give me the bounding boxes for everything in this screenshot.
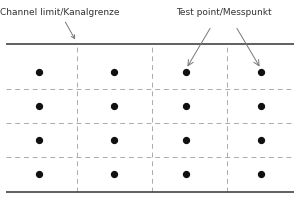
Point — [259, 104, 263, 108]
Point — [37, 138, 41, 142]
Point — [259, 172, 263, 176]
Point — [112, 70, 116, 74]
Text: Test point/Messpunkt: Test point/Messpunkt — [176, 8, 271, 17]
Point — [112, 138, 116, 142]
Point — [37, 104, 41, 108]
Point — [37, 172, 41, 176]
Point — [259, 138, 263, 142]
Point — [184, 104, 188, 108]
Point — [184, 138, 188, 142]
Point — [184, 172, 188, 176]
Point — [112, 104, 116, 108]
Point — [184, 70, 188, 74]
Point — [112, 172, 116, 176]
Point — [259, 70, 263, 74]
Point — [37, 70, 41, 74]
Text: Channel limit/Kanalgrenze: Channel limit/Kanalgrenze — [0, 8, 120, 39]
